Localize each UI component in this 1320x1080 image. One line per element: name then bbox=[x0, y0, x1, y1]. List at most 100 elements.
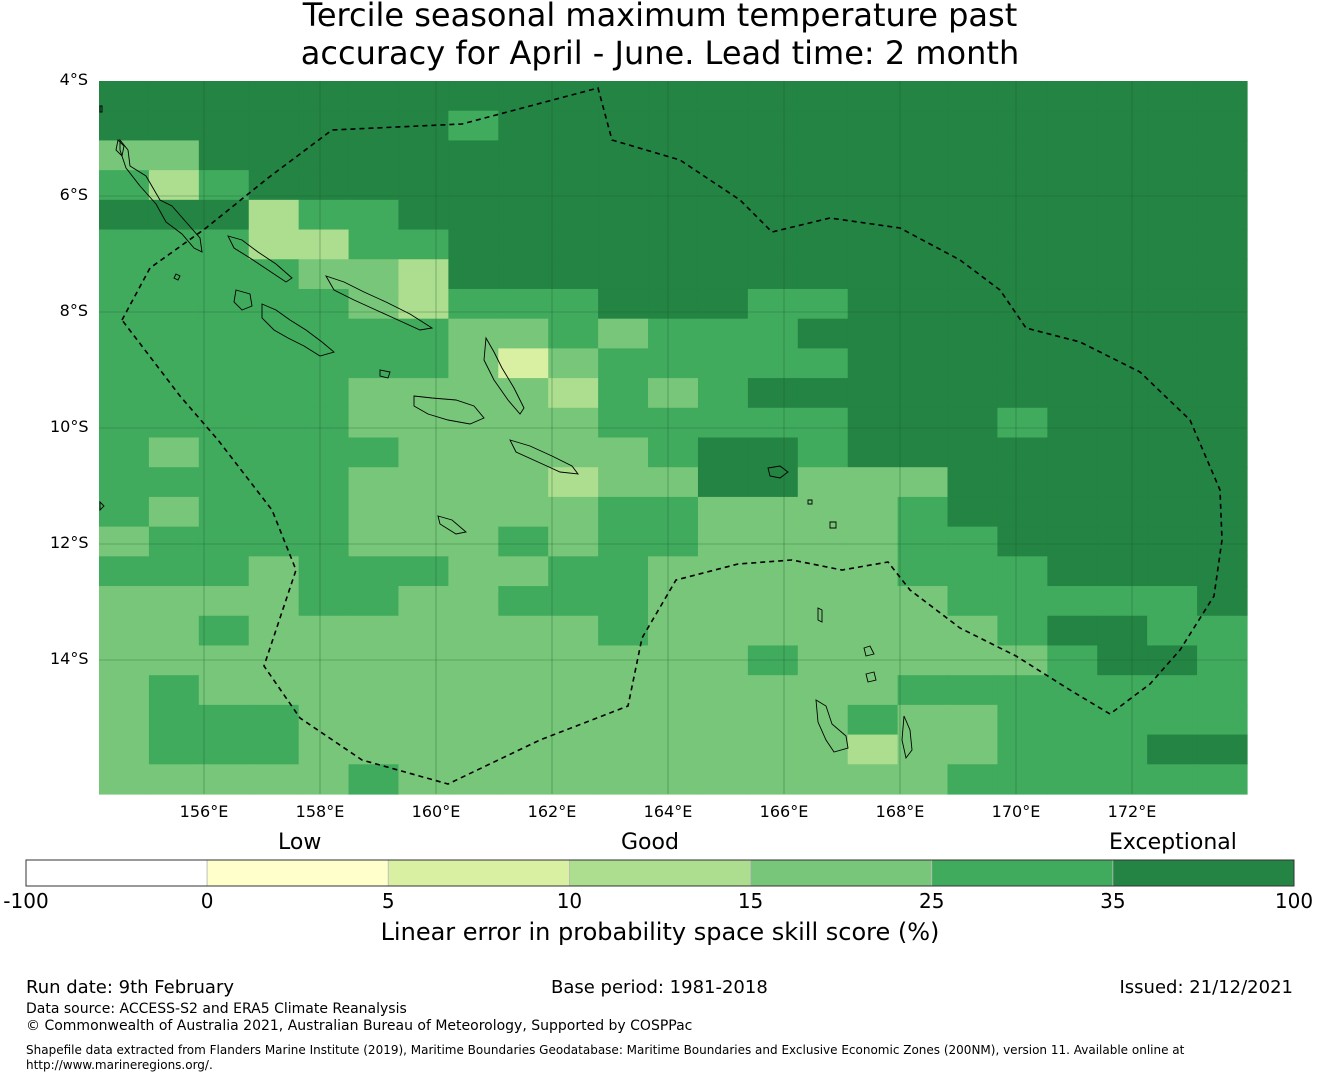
grid-cell bbox=[697, 259, 749, 290]
grid-cell bbox=[348, 704, 400, 736]
grid-cell bbox=[448, 526, 499, 557]
colorbar-tick-label: 25 bbox=[918, 889, 945, 913]
grid-cell bbox=[198, 496, 250, 528]
grid-cell bbox=[598, 645, 649, 676]
grid-cell bbox=[248, 556, 300, 587]
grid-cell bbox=[99, 675, 150, 706]
grid-cell bbox=[598, 586, 649, 617]
grid-cell bbox=[648, 437, 699, 468]
grid-cell bbox=[648, 288, 699, 320]
grid-cell bbox=[747, 81, 799, 112]
grid-cell bbox=[648, 586, 699, 617]
grid-cell bbox=[797, 764, 849, 795]
grid-cell bbox=[198, 199, 250, 231]
grid-cell bbox=[648, 110, 699, 142]
grid-cell bbox=[298, 288, 350, 320]
grid-cell bbox=[548, 437, 599, 468]
grid-cell bbox=[348, 645, 400, 676]
grid-cell bbox=[548, 764, 599, 795]
grid-cell bbox=[398, 675, 449, 706]
grid-cell bbox=[99, 467, 150, 498]
grid-cell bbox=[1147, 734, 1198, 765]
grid-cell bbox=[248, 586, 300, 617]
colorbar-frame bbox=[25, 859, 1295, 887]
grid-cell bbox=[1047, 467, 1098, 498]
coastline-choiseul bbox=[227, 235, 293, 283]
longitude-label: 156°E bbox=[179, 802, 229, 821]
grid-cell bbox=[648, 229, 699, 260]
grid-cell bbox=[997, 140, 1048, 171]
grid-cell bbox=[1197, 675, 1248, 706]
grid-cell bbox=[697, 704, 749, 736]
coastline-rennell bbox=[437, 515, 467, 535]
grid-cell bbox=[598, 259, 649, 290]
grid-cell bbox=[747, 140, 799, 171]
grid-cell bbox=[947, 170, 999, 201]
colorbar-segment bbox=[387, 859, 570, 887]
grid-cell bbox=[598, 378, 649, 409]
grid-cell bbox=[947, 140, 999, 171]
grid-cell bbox=[598, 556, 649, 587]
grid-cell bbox=[148, 259, 200, 290]
grid-cell bbox=[797, 615, 849, 647]
grid-cell bbox=[448, 615, 499, 647]
grid-cell bbox=[148, 110, 200, 142]
grid-cell bbox=[198, 81, 250, 112]
colorbar-segment bbox=[750, 859, 933, 887]
grid-cell bbox=[548, 81, 599, 112]
grid-cell bbox=[99, 378, 150, 409]
grid-cell bbox=[398, 437, 449, 468]
grid-cell bbox=[548, 229, 599, 260]
grid-cell bbox=[1097, 615, 1148, 647]
grid-cell bbox=[448, 645, 499, 676]
grid-cell bbox=[947, 645, 999, 676]
grid-cell bbox=[697, 348, 749, 379]
grid-cell bbox=[348, 229, 400, 260]
grid-cell bbox=[1197, 378, 1248, 409]
grid-cell bbox=[997, 199, 1048, 231]
grid-cell bbox=[1047, 645, 1098, 676]
grid-cell bbox=[997, 615, 1048, 647]
grid-cell bbox=[598, 140, 649, 171]
grid-cell bbox=[198, 229, 250, 260]
grid-cell bbox=[398, 645, 449, 676]
grid-cell bbox=[997, 348, 1048, 379]
grid-cell bbox=[747, 586, 799, 617]
grid-cell bbox=[298, 734, 350, 765]
grid-cell bbox=[448, 407, 499, 439]
grid-cell bbox=[947, 199, 999, 231]
grid-cell bbox=[248, 110, 300, 142]
grid-cell bbox=[797, 556, 849, 587]
grid-cell bbox=[298, 140, 350, 171]
grid-cell bbox=[248, 526, 300, 557]
colorbar-tick-label: 5 bbox=[381, 889, 395, 913]
grid-cell bbox=[1197, 170, 1248, 201]
coastline-bougainville bbox=[119, 138, 203, 253]
grid-cell bbox=[947, 81, 999, 112]
grid-cell bbox=[598, 615, 649, 647]
skill-grid bbox=[99, 81, 1248, 795]
grid-cell bbox=[797, 407, 849, 439]
grid-cell bbox=[1147, 199, 1198, 231]
grid-cell bbox=[1097, 526, 1148, 557]
grid-cell bbox=[648, 259, 699, 290]
grid-cell bbox=[897, 140, 949, 171]
grid-cell bbox=[298, 318, 350, 349]
grid-cell bbox=[1147, 526, 1198, 557]
grid-cell bbox=[1197, 259, 1248, 290]
grid-cell bbox=[298, 526, 350, 557]
grid-cell bbox=[897, 615, 949, 647]
grid-cell bbox=[897, 229, 949, 260]
grid-cell bbox=[897, 675, 949, 706]
grid-cell bbox=[1047, 229, 1098, 260]
grid-cell bbox=[198, 110, 250, 142]
grid-cell bbox=[747, 645, 799, 676]
colorbar-title: Linear error in probability space skill … bbox=[380, 918, 940, 946]
grid-cell bbox=[198, 764, 250, 795]
grid-cell bbox=[947, 110, 999, 142]
grid-cell bbox=[1197, 496, 1248, 528]
grid-cell bbox=[248, 764, 300, 795]
grid-cell bbox=[847, 645, 899, 676]
grid-cell bbox=[1097, 140, 1148, 171]
coastline-santa-cruz bbox=[767, 465, 789, 479]
